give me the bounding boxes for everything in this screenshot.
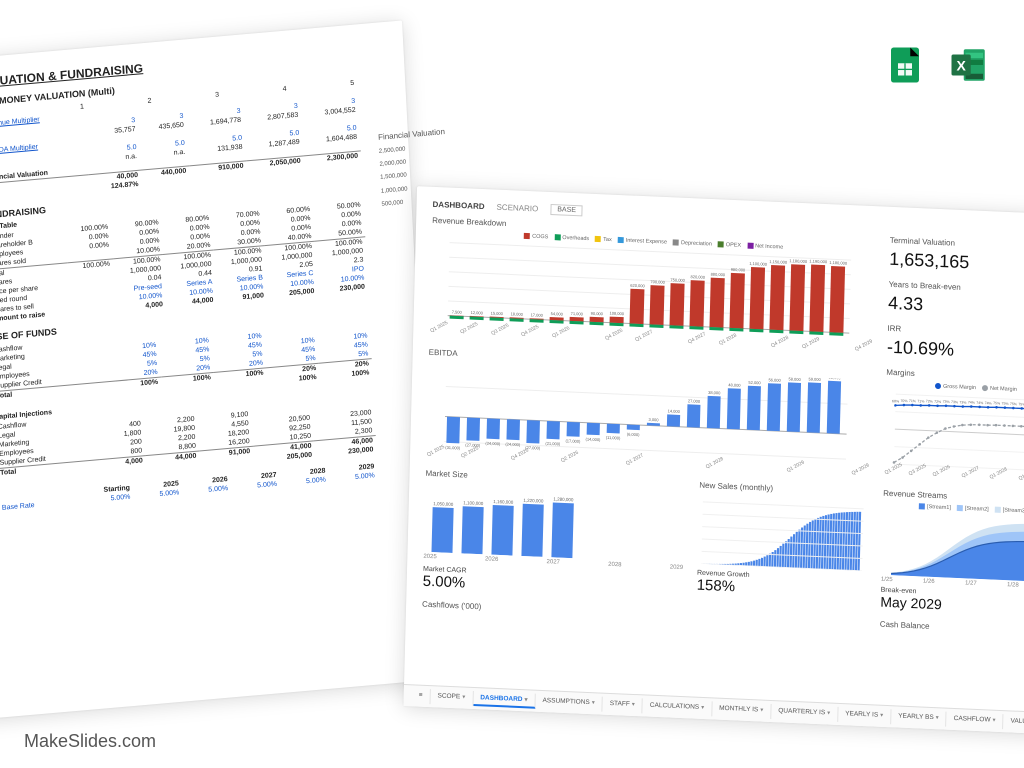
- svg-text:(17,000): (17,000): [565, 438, 581, 444]
- dashboard-card: DASHBOARD SCENARIO BASE Revenue Breakdow…: [403, 186, 1024, 734]
- ebitda-chart: (31,000)(27,000)(24,000)(24,000)(27,000)…: [426, 361, 848, 469]
- tab-scope[interactable]: SCOPE▾: [430, 689, 473, 706]
- svg-text:62,000: 62,000: [829, 375, 842, 381]
- tab-dashboard[interactable]: DASHBOARD▾: [473, 691, 536, 709]
- google-sheets-icon: [884, 44, 926, 86]
- excel-icon: X: [948, 44, 990, 86]
- svg-text:48,000: 48,000: [728, 382, 741, 388]
- svg-text:620,000: 620,000: [630, 283, 645, 289]
- tab-yearly bs[interactable]: YEARLY BS▾: [891, 709, 947, 726]
- tab-calculations[interactable]: CALCULATIONS▾: [643, 698, 713, 716]
- svg-text:1,100,000: 1,100,000: [749, 261, 768, 267]
- svg-text:71,000: 71,000: [571, 311, 584, 317]
- svg-text:68%: 68%: [892, 400, 899, 404]
- svg-text:52,000: 52,000: [748, 380, 761, 386]
- svg-text:54,000: 54,000: [551, 311, 564, 317]
- tab-cashflow[interactable]: CASHFLOW▾: [946, 712, 1003, 729]
- svg-text:(31,000): (31,000): [445, 445, 461, 451]
- svg-text:(14,000): (14,000): [585, 437, 601, 443]
- svg-text:59,000: 59,000: [808, 376, 821, 382]
- svg-text:14,000: 14,000: [668, 408, 681, 414]
- svg-text:1,180,000: 1,180,000: [829, 260, 848, 266]
- scenario-selector[interactable]: BASE: [550, 204, 583, 216]
- svg-text:71%: 71%: [909, 399, 916, 403]
- cashflows-label: Cashflows ('000): [422, 600, 682, 624]
- tab-valuation[interactable]: VALUATION▾: [1003, 714, 1024, 731]
- ebitda-panel: EBITDA (31,000)(27,000)(24,000)(24,000)(…: [426, 348, 873, 478]
- svg-text:820,000: 820,000: [690, 275, 705, 281]
- revenue-streams-panel: Revenue Streams [Stream1][Stream2][Strea…: [880, 489, 1024, 618]
- svg-text:750,000: 750,000: [670, 278, 685, 284]
- tab-staff[interactable]: STAFF▾: [603, 697, 643, 714]
- market-size-panel: Market Size 1,050,0001,100,0001,160,0001…: [422, 469, 685, 602]
- watermark: MakeSlides.com: [24, 731, 156, 752]
- svg-text:X: X: [956, 57, 966, 73]
- sheet-tabs: ≡SCOPE▾DASHBOARD▾ASSUMPTIONS▾STAFF▾CALCU…: [403, 684, 1024, 734]
- svg-text:108,000: 108,000: [609, 311, 624, 317]
- svg-text:72%: 72%: [926, 400, 933, 404]
- margins-panel: Margins Gross MarginNet Margin 68%70%71%…: [884, 368, 1024, 487]
- svg-text:980,000: 980,000: [731, 267, 746, 273]
- svg-text:1,160,000: 1,160,000: [493, 499, 514, 505]
- svg-text:74%: 74%: [985, 402, 992, 406]
- svg-text:75%: 75%: [993, 402, 1000, 406]
- svg-text:17,000: 17,000: [531, 313, 544, 319]
- tab-monthly is[interactable]: MONTHLY IS▾: [712, 701, 772, 719]
- svg-text:15,000: 15,000: [491, 311, 504, 317]
- svg-text:1,100,000: 1,100,000: [463, 500, 484, 506]
- svg-text:12,000: 12,000: [471, 310, 484, 316]
- svg-text:(21,000): (21,000): [545, 441, 561, 447]
- svg-text:75%: 75%: [1018, 403, 1024, 407]
- svg-text:72%: 72%: [934, 400, 941, 404]
- valuation-sheet-card: VALUATION & FUNDRAISING PRE-MONEY VALUAT…: [0, 20, 437, 719]
- svg-text:(24,000): (24,000): [505, 441, 521, 447]
- svg-text:(24,000): (24,000): [485, 441, 501, 447]
- margins-chart: 68%70%71%71%72%72%73%73%73%74%74%74%75%7…: [884, 389, 1024, 477]
- svg-text:3,000: 3,000: [648, 417, 659, 422]
- svg-text:1,180,000: 1,180,000: [789, 259, 808, 265]
- svg-text:38,000: 38,000: [708, 390, 721, 396]
- market-size-chart: 1,050,000 1,100,000 1,160,000 1,220,000 1,28…: [423, 482, 585, 559]
- svg-text:75%: 75%: [1010, 402, 1017, 406]
- svg-text:1,150,000: 1,150,000: [769, 259, 788, 265]
- svg-text:73%: 73%: [951, 401, 958, 405]
- svg-text:56,000: 56,000: [768, 377, 781, 383]
- svg-text:90,000: 90,000: [591, 311, 604, 317]
- new-sales-panel: New Sales (monthly) Revenue Growth 158%: [696, 481, 869, 610]
- svg-text:(11,000): (11,000): [606, 435, 621, 441]
- svg-text:71%: 71%: [917, 400, 924, 404]
- svg-text:880,000: 880,000: [711, 272, 726, 278]
- svg-text:74%: 74%: [976, 401, 983, 405]
- cashbalance-label: Cash Balance: [880, 620, 1024, 641]
- tabs-menu-icon[interactable]: ≡: [412, 688, 431, 704]
- svg-text:1,280,000: 1,280,000: [553, 496, 574, 502]
- tab-assumptions[interactable]: ASSUMPTIONS▾: [535, 694, 603, 712]
- svg-text:18,000: 18,000: [511, 312, 524, 318]
- svg-text:1,050,000: 1,050,000: [433, 501, 454, 507]
- revenue-streams-chart: [881, 510, 1024, 583]
- svg-text:70%: 70%: [900, 399, 907, 403]
- svg-text:75%: 75%: [1001, 402, 1008, 406]
- svg-text:700,000: 700,000: [650, 280, 665, 286]
- svg-text:73%: 73%: [959, 401, 966, 405]
- svg-text:1,190,000: 1,190,000: [809, 259, 828, 265]
- svg-text:1,220,000: 1,220,000: [523, 498, 544, 504]
- app-icons: X: [884, 44, 990, 86]
- new-sales-chart: [697, 494, 864, 571]
- svg-text:(6,000): (6,000): [627, 432, 640, 438]
- kpi-panel: Terminal Valuation1,653,165 Years to Bre…: [887, 236, 1024, 366]
- svg-text:73%: 73%: [943, 400, 950, 404]
- tab-yearly is[interactable]: YEARLY IS▾: [838, 707, 891, 724]
- svg-text:7,500: 7,500: [452, 310, 463, 315]
- tab-quarterly is[interactable]: QUARTERLY IS▾: [771, 704, 838, 722]
- svg-text:74%: 74%: [968, 401, 975, 405]
- svg-text:27,000: 27,000: [688, 398, 701, 404]
- svg-text:58,000: 58,000: [788, 376, 801, 382]
- revenue-breakdown-panel: Revenue Breakdown COGSOverheadsTaxIntere…: [429, 216, 876, 357]
